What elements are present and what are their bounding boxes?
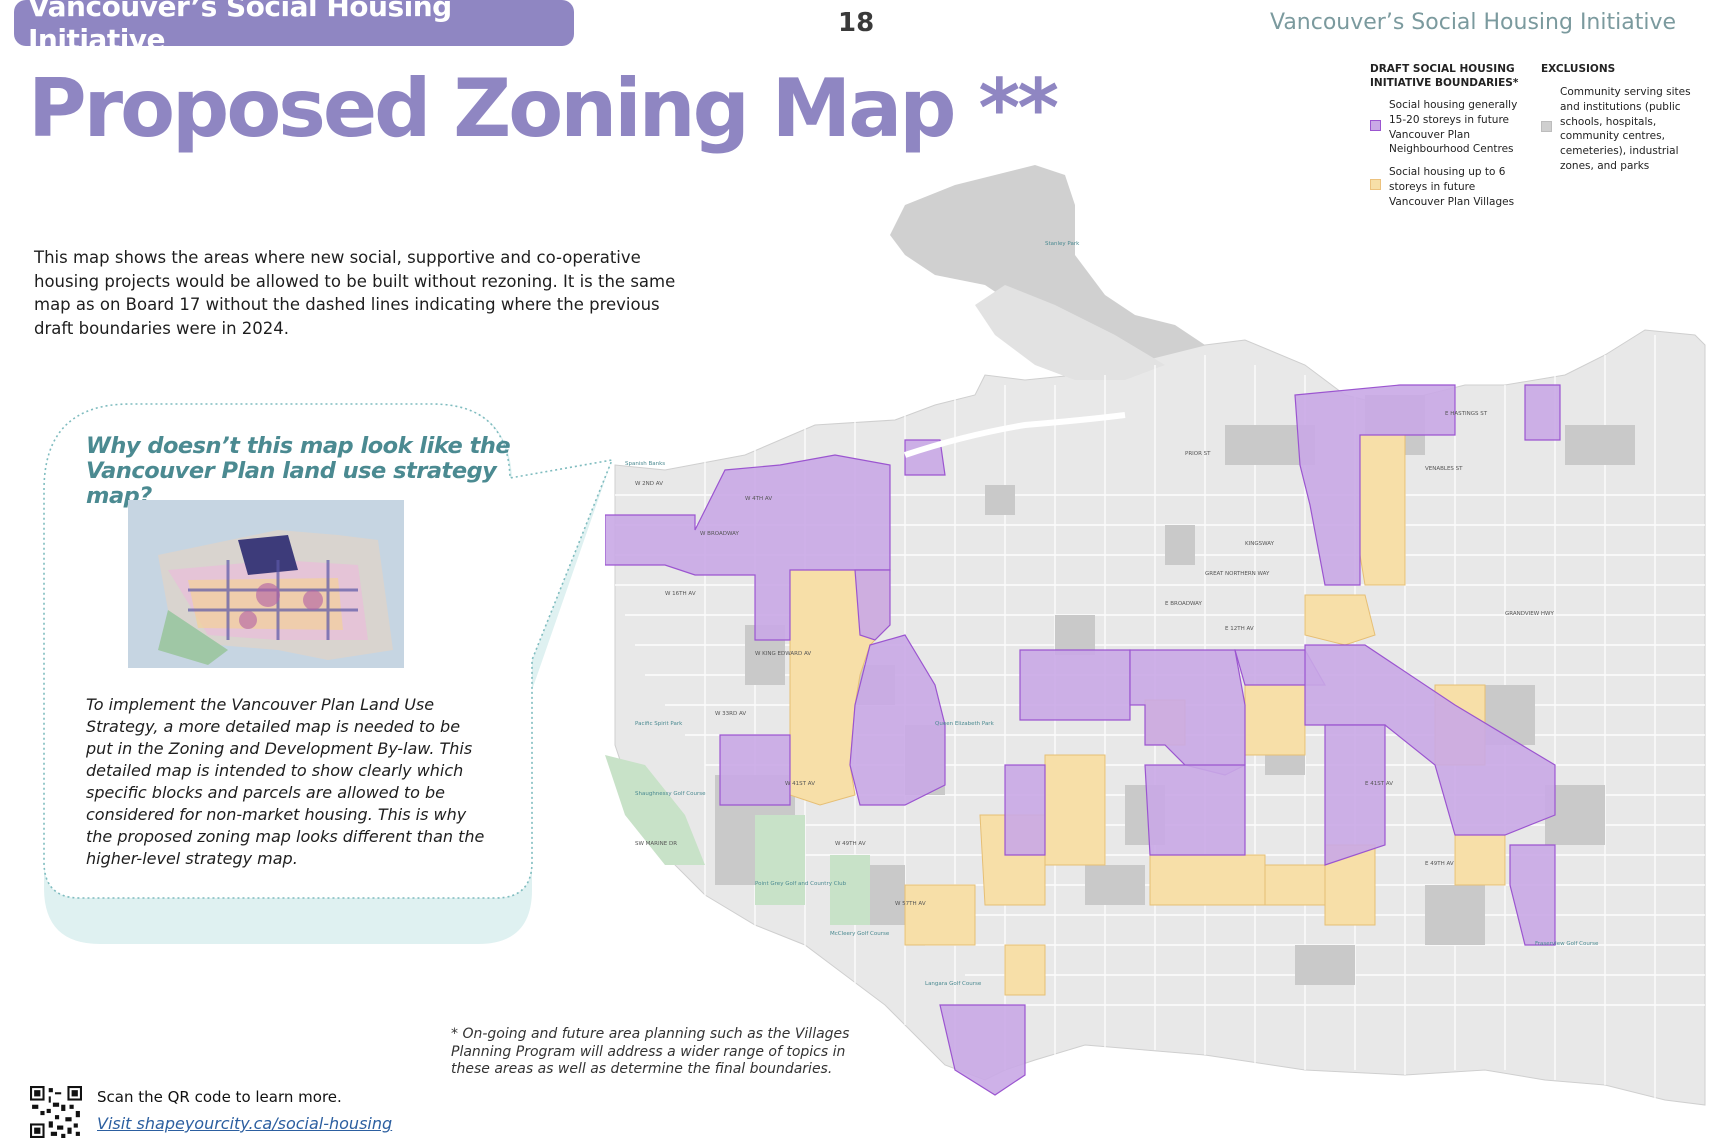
legend-item-neighbourhood-centres: Social housing generally 15-20 storeys i… — [1370, 98, 1525, 157]
map-street-label: VENABLES ST — [1425, 466, 1463, 472]
callout-question: Why doesn’t this map look like the Vanco… — [86, 433, 511, 509]
map-park-label: Spanish Banks — [625, 461, 665, 467]
map-street-label: W 49TH AV — [835, 841, 866, 847]
callout-body: To implement the Vancouver Plan Land Use… — [86, 695, 485, 868]
legend-item-label: Community serving sites and institutions… — [1560, 86, 1691, 172]
qr-code-icon[interactable] — [30, 1086, 82, 1138]
legend-boundaries-column: DRAFT SOCIAL HOUSING INITIATIVE BOUNDARI… — [1370, 62, 1525, 210]
legend-item-label: Social housing up to 6 storeys in future… — [1389, 166, 1515, 208]
false-creek — [904, 412, 1126, 458]
downtown-area — [975, 285, 1165, 380]
map-street-label: PRIOR ST — [1185, 451, 1211, 457]
footnote: * On-going and future area planning such… — [451, 1026, 850, 1077]
map-park-label: Stanley Park — [1045, 241, 1080, 247]
map-street-label: SW MARINE DR — [635, 841, 677, 847]
page-number: 18 — [838, 8, 875, 38]
map-street-label: KINGSWAY — [1245, 541, 1275, 547]
neighbourhood-centre-zones — [605, 384, 1561, 1096]
map-street-label: W BROADWAY — [700, 531, 739, 537]
map-park-label: Point Grey Golf and Country Club — [755, 881, 847, 887]
map-street-label: W 33RD AV — [715, 711, 746, 717]
park-areas — [605, 755, 870, 925]
map-street-label: GREAT NORTHERN WAY — [1205, 571, 1270, 577]
map-street-label: E 49TH AV — [1425, 861, 1454, 867]
map-street-label: W KING EDWARD AV — [755, 651, 811, 657]
map-street-label: W 2ND AV — [635, 481, 663, 487]
page-title: Proposed Zoning Map ** — [28, 62, 1059, 155]
thumbnail-map-image — [128, 500, 404, 668]
stanley-park-area — [890, 165, 1205, 365]
social-housing-link[interactable]: Visit shapeyourcity.ca/social-housing — [97, 1114, 393, 1133]
map-park-label: Pacific Spirit Park — [635, 721, 683, 727]
map-street-label: GRANDVIEW HWY — [1505, 611, 1554, 617]
map-park-label: McCleery Golf Course — [830, 931, 890, 937]
legend-exclusions-heading: EXCLUSIONS — [1541, 63, 1616, 75]
map-street-label: E 41ST AV — [1365, 781, 1393, 787]
orange-swatch-icon — [1370, 179, 1381, 191]
map-park-label: Fraserview Golf Course — [1535, 941, 1599, 947]
map-street-label: E 12TH AV — [1225, 626, 1254, 632]
map-park-label: Queen Elizabeth Park — [935, 721, 995, 727]
map-street-label: E BROADWAY — [1165, 601, 1203, 607]
map-street-label: E HASTINGS ST — [1445, 411, 1488, 417]
map-street-label: W 41ST AV — [785, 781, 815, 787]
map-street-label: W 57TH AV — [895, 901, 926, 907]
scan-qr-text: Scan the QR code to learn more. — [97, 1088, 342, 1106]
vancouver-plan-thumbnail-map — [128, 500, 404, 668]
legend-exclusions-column: EXCLUSIONS Community serving sites and i… — [1541, 62, 1701, 174]
zoning-map[interactable]: W 4TH AV W BROADWAY W 16TH AV W KING EDW… — [605, 165, 1710, 1147]
header-title-pill: Vancouver’s Social Housing Initiative — [14, 0, 574, 56]
map-labels: W 4TH AV W BROADWAY W 16TH AV W KING EDW… — [625, 241, 1599, 987]
map-park-label: Shaughnessy Golf Course — [635, 791, 706, 797]
header-right-title: Vancouver’s Social Housing Initiative — [1269, 10, 1676, 35]
map-street-label: W 16TH AV — [665, 591, 696, 597]
map-park-label: Langara Golf Course — [925, 981, 982, 987]
purple-swatch-icon — [1370, 120, 1381, 131]
grey-swatch-icon — [1541, 121, 1552, 132]
intro-paragraph: This map shows the areas where new socia… — [34, 248, 676, 338]
header-left-title: Vancouver’s Social Housing Initiative — [28, 0, 452, 56]
legend-boundaries-heading: DRAFT SOCIAL HOUSING INITIATIVE BOUNDARI… — [1370, 63, 1519, 89]
legend-item-label: Social housing generally 15-20 storeys i… — [1389, 99, 1518, 156]
legend-item-exclusions: Community serving sites and institutions… — [1541, 85, 1701, 174]
map-street-label: W 4TH AV — [745, 496, 772, 502]
legend-item-villages: Social housing up to 6 storeys in future… — [1370, 165, 1525, 209]
